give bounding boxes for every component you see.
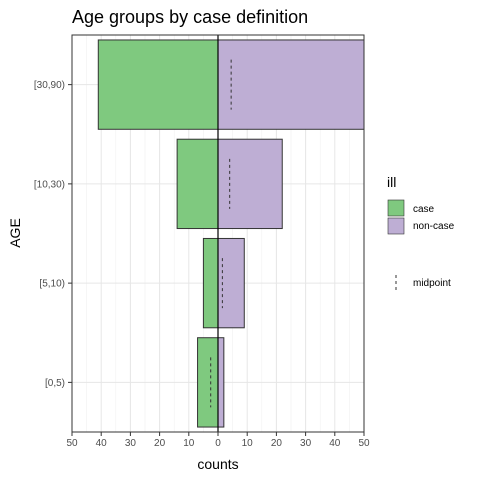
x-tick-label: 40 (96, 438, 108, 449)
bar-non-case-3 (217, 39, 365, 130)
x-axis: 50 40 30 20 10 0 10 20 30 40 50 (66, 432, 370, 449)
x-tick-label: 50 (358, 438, 370, 449)
x-tick-label: 0 (215, 438, 221, 449)
bar-non-case-0 (217, 337, 225, 428)
bar-case-1 (202, 237, 219, 329)
y-tick-label: [30,90) (34, 80, 65, 91)
legend: ill case non-case midpoint (387, 174, 455, 291)
legend-label-case: case (413, 204, 435, 215)
chart-title: Age groups by case definition (72, 7, 308, 27)
y-tick-label: [10,30) (34, 179, 65, 190)
bar-case-2 (176, 138, 219, 230)
y-axis-title: AGE (7, 218, 23, 248)
x-tick-label: 20 (271, 438, 283, 449)
legend-title: ill (387, 174, 396, 190)
y-tick-label: [5,10) (39, 279, 65, 290)
x-tick-label: 20 (154, 438, 166, 449)
x-tick-label: 30 (125, 438, 137, 449)
bar-non-case-2 (217, 138, 283, 230)
legend-key-case (387, 199, 405, 217)
midpoints (210, 59, 232, 408)
x-tick-label: 10 (183, 438, 195, 449)
legend-key-non-case (387, 217, 405, 235)
x-tick-label: 30 (300, 438, 312, 449)
legend-label-midpoint: midpoint (413, 278, 451, 289)
x-tick-label: 40 (329, 438, 341, 449)
x-tick-label: 10 (242, 438, 254, 449)
y-axis: [0,5) [5,10) [10,30) [30,90) (34, 80, 72, 389)
x-axis-title: counts (197, 456, 238, 472)
x-tick-label: 50 (66, 438, 78, 449)
legend-label-non-case: non-case (413, 221, 455, 232)
bar-case-3 (97, 39, 219, 130)
bar-case-0 (197, 337, 219, 428)
y-tick-label: [0,5) (45, 378, 65, 389)
